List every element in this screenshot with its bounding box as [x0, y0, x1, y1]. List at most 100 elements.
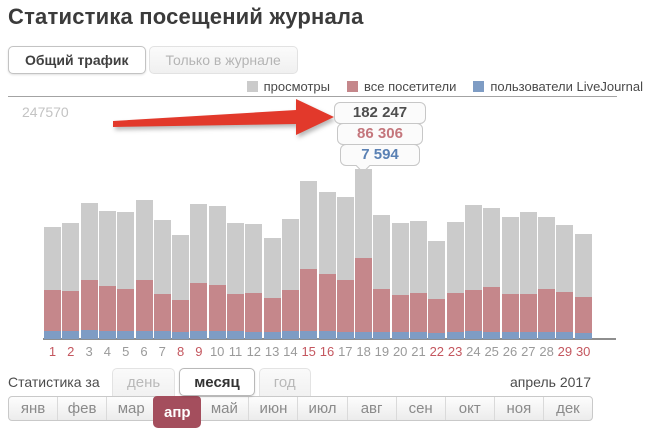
period-tab-day[interactable]: день	[112, 368, 176, 396]
bar-day-18[interactable]	[355, 100, 373, 339]
traffic-tab-journal-only[interactable]: Только в журнале	[148, 46, 298, 74]
bar-day-24[interactable]	[464, 100, 482, 339]
day-label-5: 5	[122, 344, 130, 359]
bar-day-12[interactable]	[245, 100, 263, 339]
bar-day-5[interactable]	[117, 100, 135, 339]
bar-segment-lj-users	[281, 331, 299, 339]
period-tab-year[interactable]: год	[258, 368, 311, 396]
month-tab-ноя[interactable]: ноя	[493, 397, 543, 420]
bar-segment-visitors	[135, 280, 153, 339]
bar-segment-lj-users	[556, 332, 574, 339]
legend-item-1: все посетители	[347, 79, 456, 94]
legend-item-0: просмотры	[246, 79, 330, 94]
day-label-14: 14	[283, 344, 298, 359]
tooltip-lj-users-value: 7 594	[340, 144, 420, 166]
bar-day-21[interactable]	[410, 100, 427, 339]
day-label-25: 25	[484, 344, 499, 359]
bar-segment-lj-users	[190, 331, 208, 339]
bar-segment-visitors	[519, 294, 537, 339]
current-period-label: апрель 2017	[510, 374, 591, 390]
bar-day-29[interactable]	[556, 100, 574, 339]
day-label-28: 28	[539, 344, 554, 359]
month-tab-май[interactable]: май	[199, 397, 248, 420]
bar-segment-visitors	[300, 269, 318, 339]
bar-segment-visitors	[556, 292, 574, 339]
bar-day-9[interactable]	[190, 100, 208, 339]
bar-day-26[interactable]	[501, 100, 519, 339]
bar-day-11[interactable]	[227, 100, 244, 339]
bar-day-22[interactable]	[428, 100, 446, 339]
day-label-21: 21	[411, 344, 426, 359]
month-tab-янв[interactable]: янв	[20, 400, 46, 417]
chart-legend: просмотры все посетители пользователи Live…	[246, 79, 643, 94]
day-label-11: 11	[228, 344, 243, 359]
month-tab-апр[interactable]: апр	[153, 396, 202, 428]
bar-segment-visitors	[263, 298, 281, 339]
bar-day-4[interactable]	[98, 100, 116, 339]
bar-day-25[interactable]	[483, 100, 501, 339]
x-axis-line	[43, 338, 616, 340]
month-tab-дек[interactable]: дек	[542, 397, 592, 420]
bar-day-13[interactable]	[263, 100, 281, 339]
day-label-15: 15	[301, 344, 316, 359]
bar-day-15[interactable]	[300, 100, 318, 339]
month-tab-июл[interactable]: июл	[297, 397, 346, 420]
day-label-19: 19	[374, 344, 390, 359]
traffic-tab-total[interactable]: Общий трафик	[8, 46, 146, 74]
bar-segment-visitors	[117, 289, 135, 339]
bar-segment-lj-users	[172, 332, 190, 339]
bar-day-19[interactable]	[373, 100, 391, 339]
month-tab-окт[interactable]: окт	[444, 397, 494, 420]
bar-segment-lj-users	[153, 331, 171, 339]
stats-for-label: Статистика за	[8, 374, 100, 390]
month-tab-авг[interactable]: авг	[346, 397, 396, 420]
month-tab-фев[interactable]: фев	[57, 397, 106, 420]
bar-segment-visitors	[373, 289, 391, 339]
day-label-10: 10	[209, 344, 225, 359]
visits-bar-chart	[44, 100, 594, 339]
legend-swatch-icon	[347, 81, 358, 92]
day-label-7: 7	[158, 344, 166, 359]
bar-day-17[interactable]	[336, 100, 354, 339]
bar-segment-visitors	[501, 294, 519, 339]
bar-segment-lj-users	[538, 332, 556, 339]
bar-segment-lj-users	[80, 330, 98, 339]
day-label-12: 12	[246, 344, 262, 359]
bar-day-7[interactable]	[153, 100, 171, 339]
bar-segment-lj-users	[245, 332, 263, 339]
bar-segment-lj-users	[464, 331, 482, 339]
day-label-17: 17	[338, 344, 353, 359]
day-label-16: 16	[319, 344, 335, 359]
bar-segment-visitors	[391, 295, 409, 339]
bar-day-14[interactable]	[281, 100, 299, 339]
month-selector: янв фев мар апр май июн июл авг сен окт ноя дек	[8, 396, 593, 428]
bar-day-23[interactable]	[446, 100, 464, 339]
top-separator-line	[8, 96, 617, 97]
bar-day-1[interactable]	[44, 100, 61, 339]
bar-day-20[interactable]	[391, 100, 409, 339]
month-tab-мар[interactable]: мар	[106, 397, 155, 420]
bar-day-27[interactable]	[519, 100, 537, 339]
bar-day-28[interactable]	[538, 100, 556, 339]
bar-day-10[interactable]	[208, 100, 226, 339]
month-tab-сен[interactable]: сен	[395, 397, 445, 420]
page-title: Статистика посещений журнала	[8, 4, 364, 29]
bar-day-16[interactable]	[318, 100, 336, 339]
day-label-29: 29	[557, 344, 573, 359]
traffic-tabs: Общий трафик Только в журнале	[8, 46, 298, 74]
bar-segment-visitors	[318, 274, 336, 339]
bar-segment-visitors	[44, 290, 61, 339]
bar-day-2[interactable]	[62, 100, 80, 339]
bar-day-3[interactable]	[80, 100, 98, 339]
legend-swatch-icon	[473, 81, 485, 92]
tooltip-visitors-value: 86 306	[337, 123, 423, 145]
bar-segment-lj-users	[373, 332, 391, 339]
bar-day-6[interactable]	[135, 100, 153, 339]
bar-day-8[interactable]	[172, 100, 190, 339]
bar-segment-lj-users	[227, 331, 244, 339]
bar-day-30[interactable]	[574, 100, 592, 339]
month-tab-июн[interactable]: июн	[248, 397, 297, 420]
period-tab-month[interactable]: месяц	[179, 368, 255, 396]
bar-segment-visitors	[336, 280, 354, 339]
bar-segment-visitors	[446, 293, 464, 339]
